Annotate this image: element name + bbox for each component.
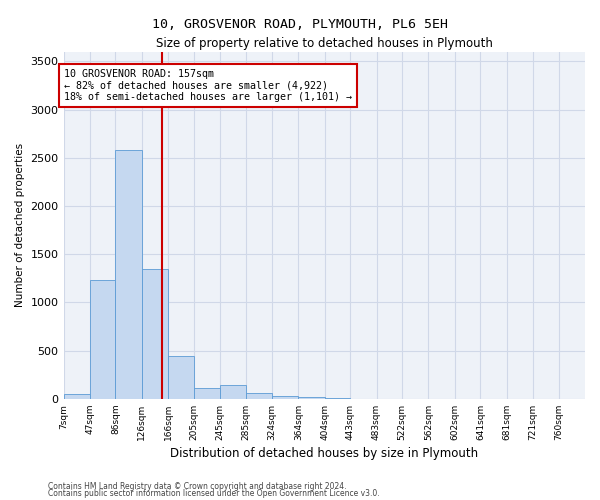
- Bar: [115, 150, 142, 399]
- Y-axis label: Number of detached properties: Number of detached properties: [15, 143, 25, 308]
- Text: 10 GROSVENOR ROAD: 157sqm
← 82% of detached houses are smaller (4,922)
18% of se: 10 GROSVENOR ROAD: 157sqm ← 82% of detac…: [64, 69, 352, 102]
- Bar: [298, 398, 325, 399]
- Bar: [64, 394, 90, 399]
- Bar: [142, 268, 168, 399]
- Text: Contains HM Land Registry data © Crown copyright and database right 2024.: Contains HM Land Registry data © Crown c…: [48, 482, 347, 491]
- Bar: [220, 385, 247, 399]
- Text: Contains public sector information licensed under the Open Government Licence v3: Contains public sector information licen…: [48, 489, 380, 498]
- Title: Size of property relative to detached houses in Plymouth: Size of property relative to detached ho…: [156, 38, 493, 51]
- Text: 10, GROSVENOR ROAD, PLYMOUTH, PL6 5EH: 10, GROSVENOR ROAD, PLYMOUTH, PL6 5EH: [152, 18, 448, 30]
- Bar: [90, 280, 115, 399]
- Bar: [168, 356, 194, 399]
- Bar: [247, 393, 272, 399]
- Bar: [272, 396, 298, 399]
- X-axis label: Distribution of detached houses by size in Plymouth: Distribution of detached houses by size …: [170, 447, 478, 460]
- Bar: [194, 388, 220, 399]
